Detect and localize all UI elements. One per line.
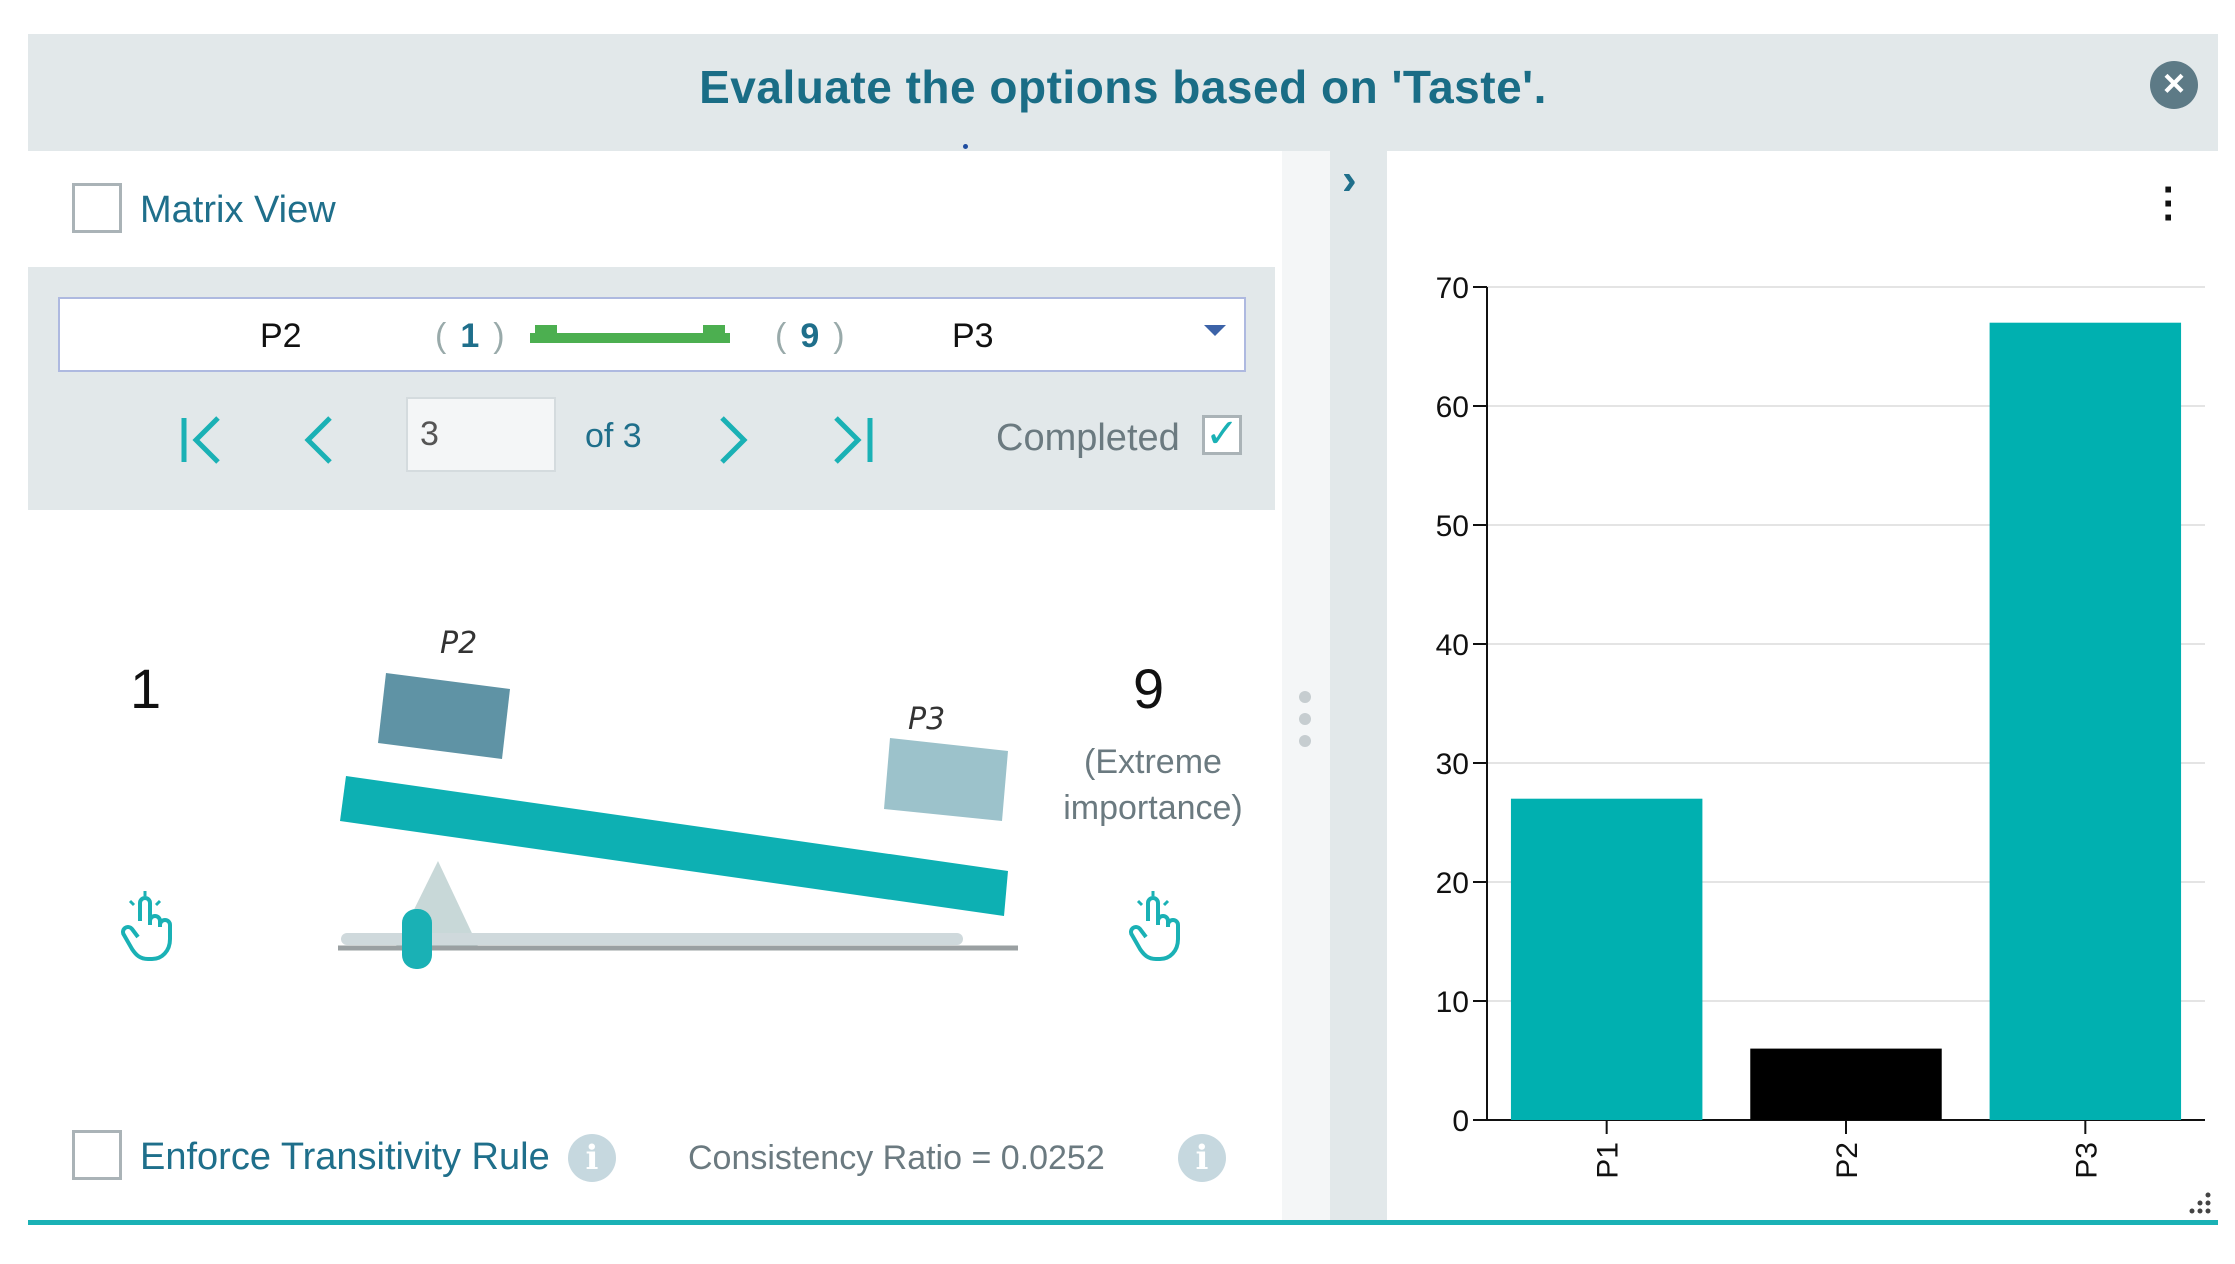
close-icon[interactable]: ×: [2150, 61, 2198, 109]
y-tick-label: 60: [1436, 391, 1469, 424]
pair-mini-bar: [530, 325, 730, 343]
pair-right-value: (9): [775, 317, 845, 355]
evaluation-dialog: Evaluate the options based on 'Taste'. ×…: [28, 34, 2218, 1234]
dialog-title: Evaluate the options based on 'Taste'.: [699, 61, 1547, 113]
splitter-grip: [1299, 691, 1311, 703]
chart-panel: · · · 0 10 20 30 40 50 60 70 P1 P2 P3: [1387, 151, 2218, 1221]
intensity-slider-track[interactable]: [341, 933, 963, 945]
matrix-view-label[interactable]: Matrix View: [140, 189, 336, 231]
right-weight-label: P3: [908, 702, 945, 737]
y-tick-label: 0: [1452, 1105, 1469, 1138]
enforce-transitivity-checkbox[interactable]: [72, 1130, 122, 1180]
hand-pointer-icon[interactable]: [1126, 891, 1186, 976]
priority-bar-chart: 0 10 20 30 40 50 60 70 P1 P2 P3: [1436, 272, 2205, 1179]
y-tick-label: 10: [1436, 986, 1469, 1019]
splitter-grip: [1299, 735, 1311, 747]
resize-grip-icon[interactable]: [2180, 1183, 2212, 1215]
last-page-icon[interactable]: [826, 412, 876, 477]
prev-page-icon[interactable]: [300, 412, 340, 477]
panel-splitter[interactable]: [1282, 151, 1330, 1221]
left-intensity-value: 1: [130, 657, 162, 720]
pair-dropdown[interactable]: P2 (1) (9) P3: [58, 297, 1246, 372]
page-total-label: of 3: [585, 417, 642, 455]
completed-checkbox[interactable]: ✓: [1202, 414, 1242, 455]
info-icon[interactable]: i: [568, 1134, 616, 1182]
header-marker: [963, 144, 968, 149]
splitter-grip: [1299, 713, 1311, 725]
right-weight-box: [884, 738, 1008, 821]
y-tick-label: 50: [1436, 510, 1469, 543]
left-weight-label: P2: [440, 626, 477, 661]
chart-collapse-strip: ›: [1330, 151, 1387, 1221]
bar-P2: [1750, 1048, 1942, 1120]
pair-navigation: P2 (1) (9) P3 of 3 Completed ✓: [28, 267, 1275, 510]
seesaw-illustration: P2 P3: [338, 626, 1018, 951]
x-tick-label: P1: [1592, 1142, 1625, 1179]
x-tick-label: P3: [2070, 1142, 2103, 1179]
kebab-menu-icon[interactable]: · · ·: [2162, 168, 2176, 240]
bar-P3: [1989, 322, 2182, 1120]
dialog-bottom-border: [28, 1220, 2218, 1225]
dialog-header: Evaluate the options based on 'Taste'. ×: [28, 34, 2218, 151]
page-number-input[interactable]: [406, 397, 556, 472]
pair-right-item: P3: [952, 317, 994, 355]
completed-label: Completed: [996, 417, 1180, 459]
matrix-view-checkbox[interactable]: [72, 183, 122, 233]
intensity-description: (Extreme importance): [1063, 743, 1243, 827]
y-tick-label: 70: [1436, 272, 1469, 305]
hand-pointer-icon[interactable]: [118, 891, 178, 976]
bar-P1: [1510, 798, 1703, 1120]
chevron-down-icon[interactable]: [1204, 325, 1226, 336]
y-tick-label: 40: [1436, 629, 1469, 662]
first-page-icon[interactable]: [178, 412, 228, 477]
left-weight-box: [378, 673, 510, 759]
x-tick-label: P2: [1831, 1142, 1864, 1179]
seesaw-beam: [340, 776, 1008, 916]
pair-left-item: P2: [260, 317, 302, 355]
y-tick-label: 30: [1436, 748, 1469, 781]
chevron-right-icon[interactable]: ›: [1342, 155, 1357, 204]
info-icon[interactable]: i: [1178, 1134, 1226, 1182]
consistency-ratio: Consistency Ratio = 0.0252: [688, 1139, 1105, 1177]
next-page-icon[interactable]: [712, 412, 752, 477]
comparison-panel: Matrix View P2 (1) (9) P3 of 3: [28, 151, 1275, 1221]
right-intensity-value: 9: [1133, 657, 1165, 720]
enforce-transitivity-label[interactable]: Enforce Transitivity Rule: [140, 1136, 550, 1178]
y-tick-label: 20: [1436, 867, 1469, 900]
intensity-slider-thumb[interactable]: [402, 909, 432, 969]
pair-left-value: (1): [435, 317, 505, 355]
